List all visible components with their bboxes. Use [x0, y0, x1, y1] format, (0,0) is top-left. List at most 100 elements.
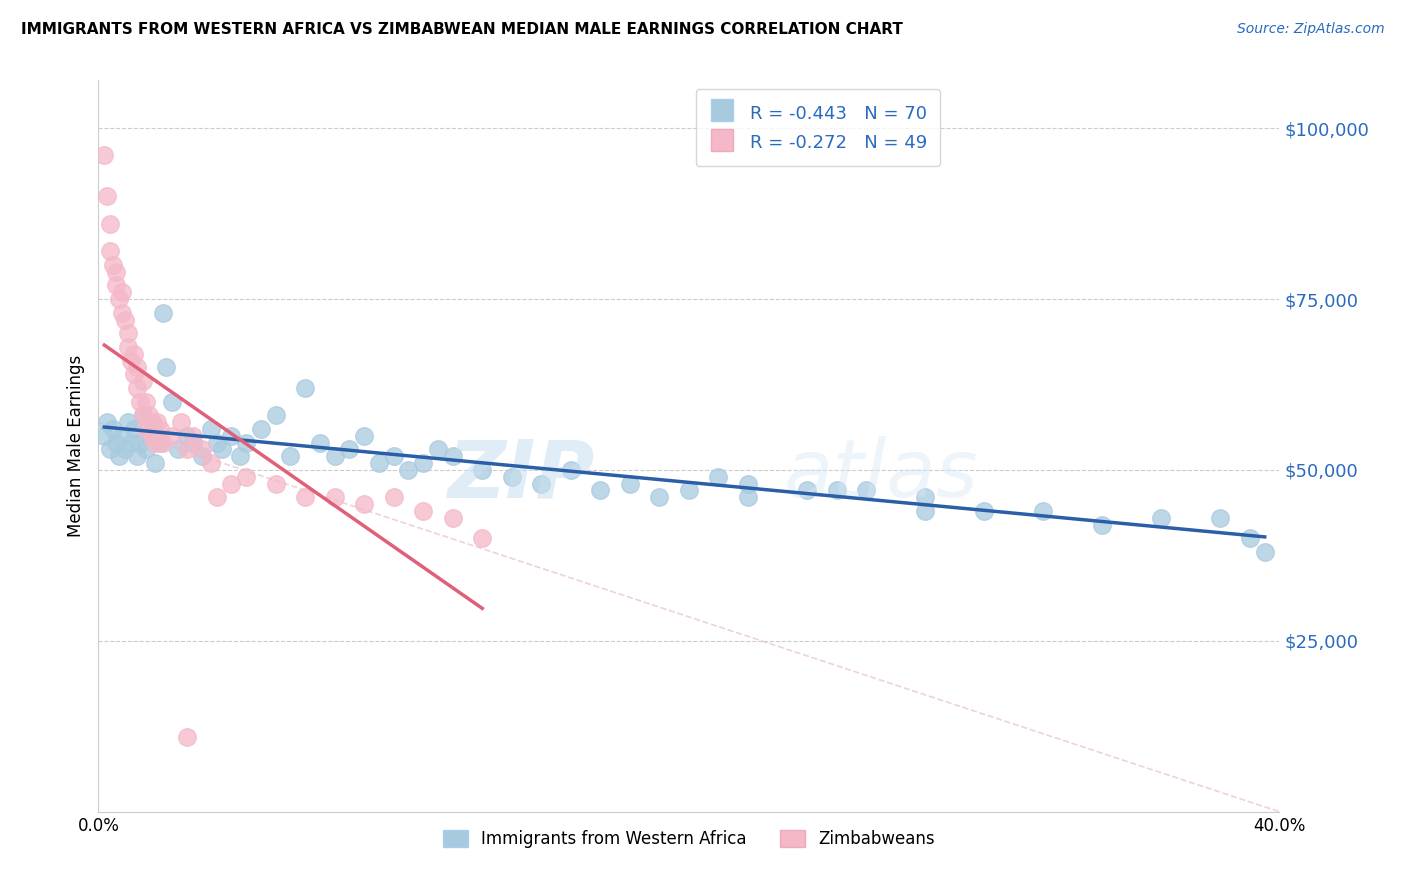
Point: [1254, 545, 1277, 559]
Point: [648, 490, 671, 504]
Point: [138, 429, 160, 443]
Point: [162, 394, 183, 409]
Point: [796, 483, 818, 498]
Point: [221, 429, 243, 443]
Point: [382, 490, 405, 504]
Point: [141, 415, 163, 429]
Point: [707, 469, 730, 483]
Point: [1091, 517, 1114, 532]
Point: [412, 504, 434, 518]
Point: [471, 531, 494, 545]
Point: [117, 340, 139, 354]
Point: [1239, 531, 1261, 545]
Point: [141, 415, 163, 429]
Point: [149, 435, 172, 450]
Point: [181, 435, 204, 450]
Point: [128, 394, 150, 409]
Point: [235, 469, 257, 483]
Point: [135, 422, 157, 436]
Point: [111, 429, 134, 443]
Point: [103, 258, 125, 272]
Point: [825, 483, 848, 498]
Point: [176, 730, 198, 744]
Point: [200, 422, 222, 436]
Point: [125, 449, 148, 463]
Point: [309, 435, 332, 450]
Point: [737, 476, 759, 491]
Point: [155, 360, 177, 375]
Point: [294, 381, 316, 395]
Point: [146, 429, 169, 443]
Point: [117, 415, 139, 429]
Point: [264, 409, 287, 423]
Point: [323, 490, 346, 504]
Text: atlas: atlas: [783, 436, 979, 515]
Point: [111, 306, 134, 320]
Point: [105, 265, 128, 279]
Legend: Immigrants from Western Africa, Zimbabweans: Immigrants from Western Africa, Zimbabwe…: [436, 823, 942, 855]
Point: [117, 326, 139, 341]
Point: [737, 490, 759, 504]
Text: ZIP: ZIP: [447, 436, 595, 515]
Point: [619, 476, 641, 491]
Point: [176, 442, 198, 457]
Point: [141, 429, 163, 443]
Point: [98, 442, 121, 457]
Point: [125, 360, 148, 375]
Point: [120, 353, 142, 368]
Point: [105, 278, 128, 293]
Point: [143, 435, 166, 450]
Point: [353, 429, 375, 443]
Point: [152, 306, 174, 320]
Point: [353, 497, 375, 511]
Point: [855, 483, 877, 498]
Point: [114, 312, 136, 326]
Point: [120, 435, 142, 450]
Point: [105, 435, 128, 450]
Point: [176, 429, 198, 443]
Point: [560, 463, 582, 477]
Point: [229, 449, 252, 463]
Point: [914, 504, 936, 518]
Point: [152, 435, 174, 450]
Point: [914, 490, 936, 504]
Point: [200, 456, 222, 470]
Point: [108, 449, 131, 463]
Point: [205, 435, 228, 450]
Y-axis label: Median Male Earnings: Median Male Earnings: [66, 355, 84, 537]
Point: [398, 463, 420, 477]
Point: [441, 449, 464, 463]
Point: [323, 449, 346, 463]
Point: [98, 217, 121, 231]
Point: [122, 422, 145, 436]
Point: [93, 429, 115, 443]
Point: [191, 449, 214, 463]
Point: [211, 442, 233, 457]
Point: [441, 510, 464, 524]
Text: Source: ZipAtlas.com: Source: ZipAtlas.com: [1237, 22, 1385, 37]
Point: [205, 490, 228, 504]
Point: [135, 394, 157, 409]
Point: [530, 476, 553, 491]
Point: [235, 435, 257, 450]
Point: [132, 409, 155, 423]
Point: [973, 504, 995, 518]
Point: [678, 483, 700, 498]
Point: [191, 442, 214, 457]
Point: [382, 449, 405, 463]
Point: [114, 442, 136, 457]
Point: [146, 415, 169, 429]
Point: [98, 244, 121, 259]
Point: [471, 463, 494, 477]
Point: [280, 449, 302, 463]
Point: [368, 456, 391, 470]
Text: IMMIGRANTS FROM WESTERN AFRICA VS ZIMBABWEAN MEDIAN MALE EARNINGS CORRELATION CH: IMMIGRANTS FROM WESTERN AFRICA VS ZIMBAB…: [21, 22, 903, 37]
Point: [221, 476, 243, 491]
Point: [501, 469, 523, 483]
Point: [96, 189, 118, 203]
Point: [132, 409, 155, 423]
Point: [589, 483, 612, 498]
Point: [294, 490, 316, 504]
Point: [122, 347, 145, 361]
Point: [122, 368, 145, 382]
